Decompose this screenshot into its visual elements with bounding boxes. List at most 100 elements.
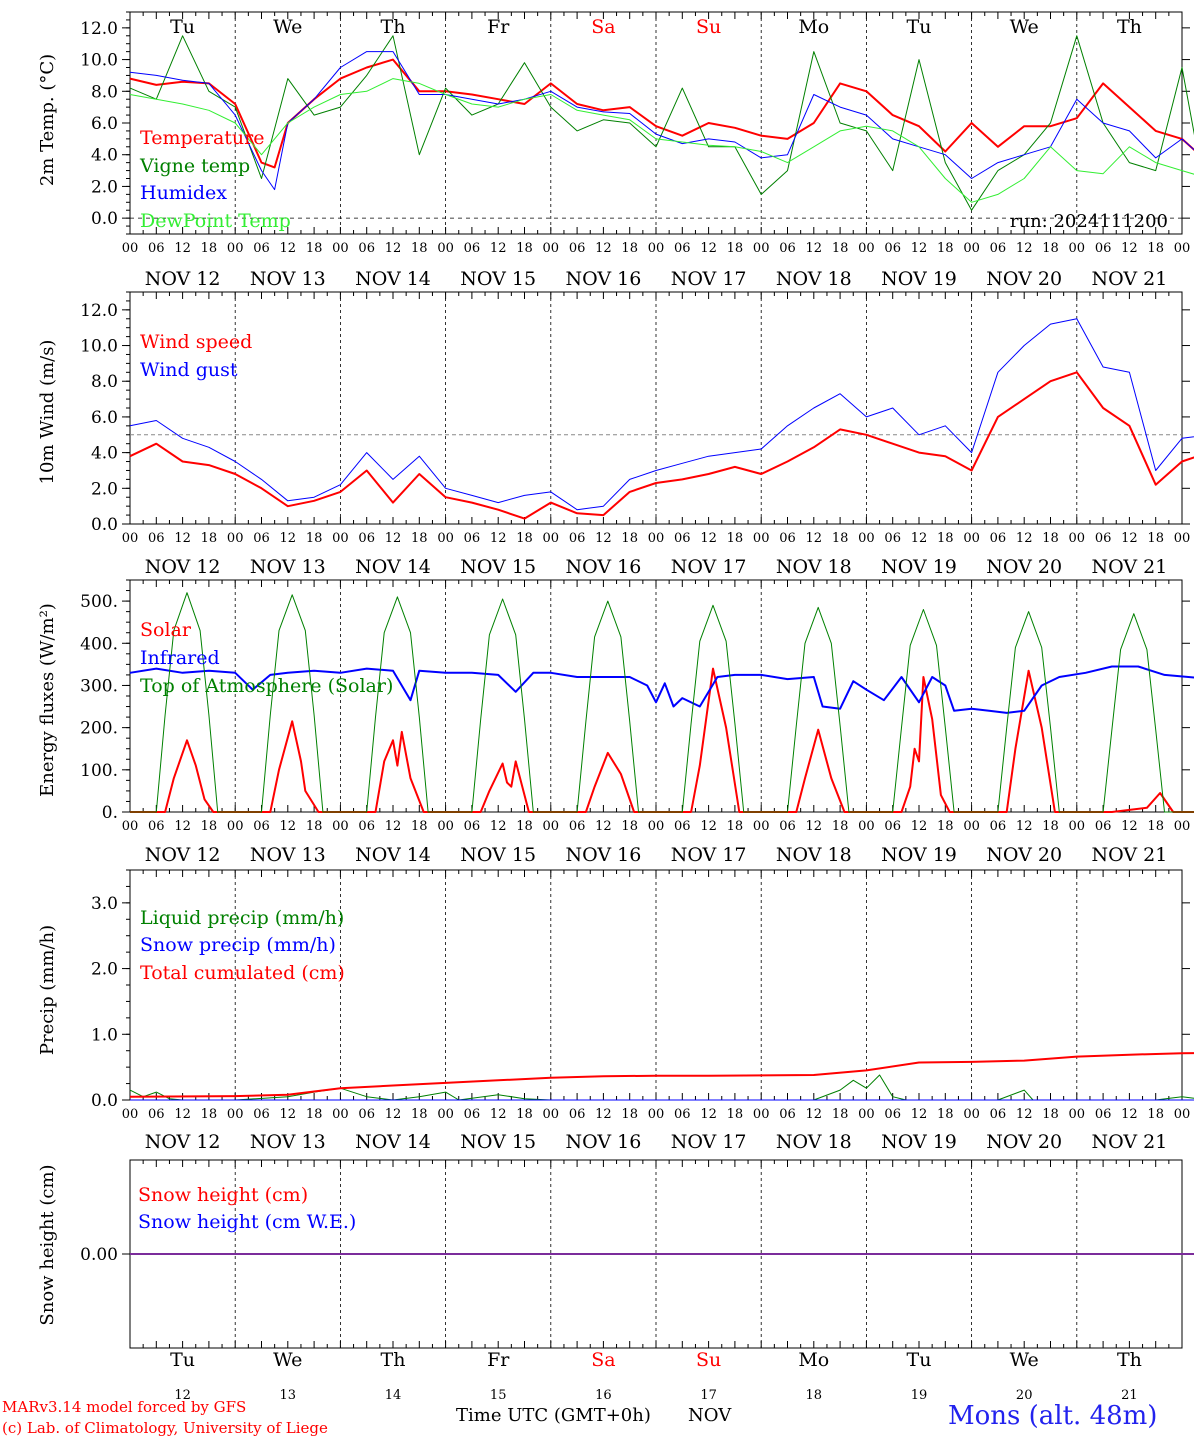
hour-tick-label: 00 [753, 1107, 770, 1122]
date-label: NOV 21 [1091, 556, 1167, 578]
hour-tick-label: 12 [385, 531, 402, 546]
date-label: NOV 16 [565, 1131, 641, 1153]
hour-tick-label: 18 [621, 531, 638, 546]
hour-tick-label: 18 [937, 819, 954, 834]
hour-tick-label: 00 [753, 819, 770, 834]
hour-tick-label: 12 [174, 819, 191, 834]
hour-tick-label: 12 [595, 241, 612, 256]
hour-tick-label: 00 [227, 531, 244, 546]
hour-tick-label: 12 [490, 531, 507, 546]
hour-tick-label: 12 [490, 1107, 507, 1122]
hour-tick-label: 18 [1147, 531, 1164, 546]
location-label: Mons (alt. 48m) [948, 1401, 1158, 1431]
date-label: NOV 15 [460, 844, 536, 866]
hour-tick-label: 06 [779, 819, 796, 834]
hour-tick-label: 18 [516, 531, 533, 546]
y-axis-label: 2m Temp. (°C) [37, 54, 58, 186]
legend-entry: Solar [140, 619, 192, 641]
weekday-label: We [273, 16, 302, 38]
hour-tick-label: 12 [806, 1107, 823, 1122]
hour-tick-label: 12 [280, 241, 297, 256]
hour-tick-label: 18 [201, 241, 218, 256]
hour-tick-label: 12 [595, 819, 612, 834]
hour-tick-label: 06 [674, 531, 691, 546]
credit-line-1: MARv3.14 model forced by GFS [2, 1398, 247, 1416]
hour-tick-label: 00 [227, 241, 244, 256]
hour-tick-label: 12 [911, 819, 928, 834]
y-tick-label: 3.0 [91, 894, 118, 914]
hour-tick-label: 06 [674, 1107, 691, 1122]
hour-tick-label: 12 [1121, 819, 1138, 834]
y-tick-label: 0.0 [91, 209, 118, 229]
weekday-label: We [273, 1349, 302, 1371]
hour-tick-label: 00 [227, 819, 244, 834]
hour-tick-label: 06 [884, 1107, 901, 1122]
hour-tick-label: 06 [674, 819, 691, 834]
hour-tick-label: 18 [516, 1107, 533, 1122]
y-tick-label: 10.0 [80, 51, 118, 71]
series-line-total-cumulated-cm- [129, 1052, 1194, 1098]
series-line-vigne-temp [129, 35, 1194, 211]
hour-tick-label: 00 [437, 819, 454, 834]
hour-tick-label: 06 [884, 241, 901, 256]
hour-tick-label: 00 [227, 1107, 244, 1122]
date-label: NOV 19 [881, 556, 957, 578]
legend-entry: Vigne temp [139, 155, 250, 177]
date-label: NOV 12 [145, 268, 221, 290]
hour-tick-label: 18 [1147, 1107, 1164, 1122]
weekday-label: Sa [591, 1349, 615, 1371]
hour-tick-label: 06 [1095, 819, 1112, 834]
date-label: NOV 21 [1091, 1131, 1167, 1153]
y-tick-label: 2.0 [91, 960, 118, 980]
date-label: NOV 17 [671, 556, 747, 578]
weekday-label: Th [1117, 1349, 1142, 1371]
hour-tick-label: 18 [201, 531, 218, 546]
series-line-temperature [129, 58, 1194, 169]
y-tick-label: 6.0 [91, 408, 118, 428]
hour-tick-label: 00 [858, 1107, 875, 1122]
date-label: NOV 20 [986, 268, 1062, 290]
series-line-snow-precip-mm-h- [130, 1099, 1194, 1101]
hour-tick-label: 12 [280, 819, 297, 834]
date-label: NOV 19 [881, 844, 957, 866]
hour-tick-label: 12 [174, 531, 191, 546]
hour-tick-label: 06 [148, 1107, 165, 1122]
series-line-humidex [129, 51, 1194, 191]
y-tick-label: 8.0 [91, 82, 118, 102]
hour-tick-label: 18 [937, 241, 954, 256]
hour-tick-label: 18 [727, 531, 744, 546]
hour-tick-label: 12 [595, 531, 612, 546]
hour-tick-label: 06 [990, 1107, 1007, 1122]
y-tick-label: 1.0 [91, 1025, 118, 1045]
y-tick-label: 0. [102, 803, 118, 823]
hour-tick-label: 06 [148, 241, 165, 256]
hour-tick-label: 18 [621, 241, 638, 256]
day-number-label: 21 [1121, 1388, 1138, 1403]
hour-tick-label: 00 [332, 819, 349, 834]
date-label: NOV 15 [460, 556, 536, 578]
hour-tick-label: 12 [700, 531, 717, 546]
hour-tick-label: 12 [1016, 1107, 1033, 1122]
hour-tick-label: 06 [358, 819, 375, 834]
hour-tick-label: 06 [779, 1107, 796, 1122]
panel-1: 0.0 2.0 4.0 6.0 8.0 10.0 12.0 2m Temp. (°C) Temp… [37, 11, 1194, 290]
hour-tick-label: 06 [358, 531, 375, 546]
day-number-label: 16 [595, 1388, 612, 1403]
hour-tick-label: 12 [911, 241, 928, 256]
hour-tick-label: 06 [1095, 241, 1112, 256]
legend-entry: Wind gust [140, 359, 238, 381]
hour-tick-label: 00 [1069, 241, 1086, 256]
hour-tick-label: 06 [779, 531, 796, 546]
y-tick-label: 100. [80, 761, 118, 781]
date-label: NOV 13 [250, 268, 326, 290]
date-label: NOV 16 [565, 268, 641, 290]
hour-tick-label: 00 [648, 241, 665, 256]
date-label: NOV 14 [355, 556, 431, 578]
hour-tick-label: 06 [569, 1107, 586, 1122]
y-axis-label: Precip (mm/h) [37, 925, 58, 1055]
hour-tick-label: 06 [148, 819, 165, 834]
hour-tick-label: 18 [1042, 819, 1059, 834]
date-label: NOV 16 [565, 844, 641, 866]
weekday-label: Tu [907, 1349, 932, 1371]
weekday-label: Fr [487, 1349, 510, 1371]
